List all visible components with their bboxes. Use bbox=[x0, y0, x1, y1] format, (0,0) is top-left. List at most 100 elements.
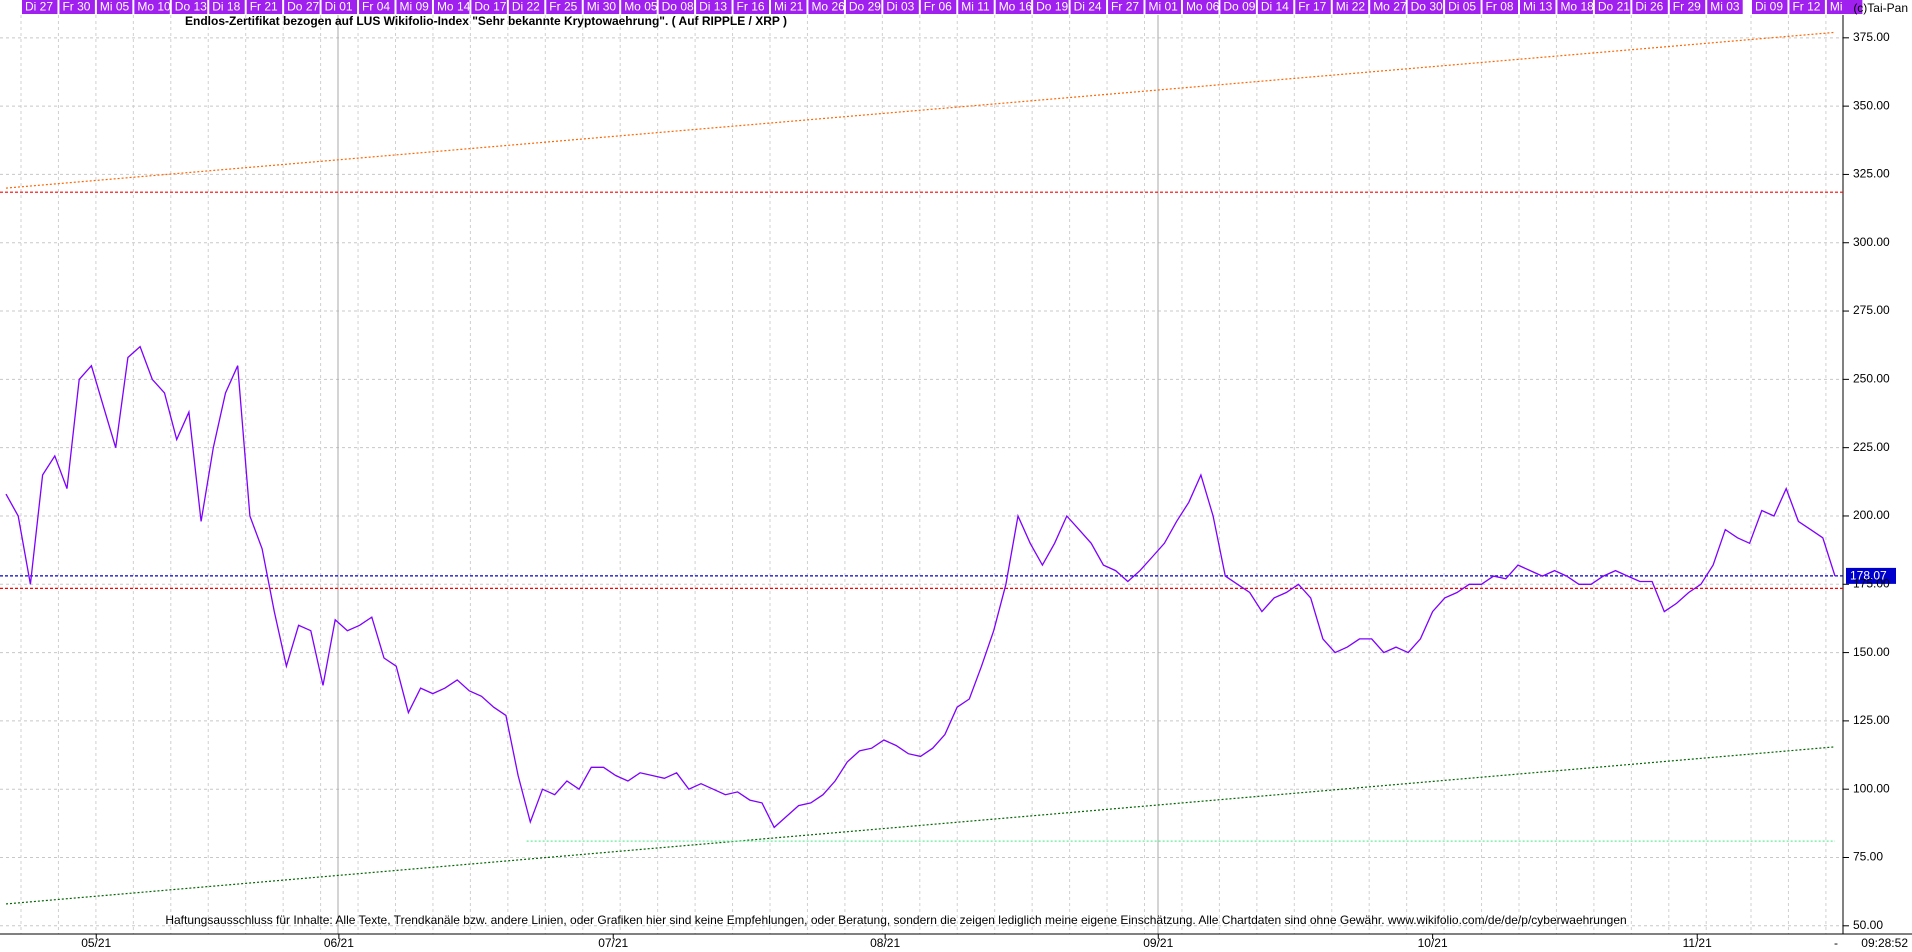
y-tick-label: 325.00 bbox=[1853, 167, 1890, 181]
date-label: Di 14 bbox=[1261, 0, 1289, 14]
date-label: Do 29 bbox=[849, 0, 881, 14]
disclaimer: Haftungsausschluss für Inhalte: Alle Tex… bbox=[165, 913, 1626, 927]
y-tick-label: 150.00 bbox=[1853, 645, 1890, 659]
date-box bbox=[508, 0, 545, 14]
date-label: Fr 21 bbox=[250, 0, 278, 14]
date-box bbox=[246, 0, 283, 14]
date-label: Di 22 bbox=[512, 0, 540, 14]
date-box bbox=[433, 0, 470, 14]
date-label: Di 27 bbox=[25, 0, 53, 14]
x-tick-label: 08/21 bbox=[870, 936, 900, 950]
date-box bbox=[1332, 0, 1369, 14]
price-line bbox=[5, 345, 1836, 829]
date-label: Fr 27 bbox=[1111, 0, 1139, 14]
trendline bbox=[5, 746, 1836, 905]
date-label: Mi bbox=[1830, 0, 1843, 14]
date-box bbox=[321, 0, 358, 14]
date-label: Fr 29 bbox=[1673, 0, 1701, 14]
date-box bbox=[1108, 0, 1144, 14]
date-box bbox=[1752, 0, 1788, 14]
date-label: Mi 03 bbox=[1710, 0, 1740, 14]
date-label: Di 05 bbox=[1448, 0, 1476, 14]
date-box bbox=[1669, 0, 1706, 14]
y-tick-label: 300.00 bbox=[1853, 235, 1890, 249]
x-tick-label: 09/21 bbox=[1143, 936, 1173, 950]
x-tick-label: 07/21 bbox=[598, 936, 628, 950]
date-label: Fr 08 bbox=[1486, 0, 1514, 14]
date-box bbox=[96, 0, 133, 14]
date-label: Fr 17 bbox=[1298, 0, 1326, 14]
trendline bbox=[5, 31, 1836, 189]
date-label: Fr 25 bbox=[549, 0, 577, 14]
date-label: Di 09 bbox=[1755, 0, 1783, 14]
date-box bbox=[1445, 0, 1481, 14]
date-box bbox=[1295, 0, 1331, 14]
date-label: Mi 09 bbox=[400, 0, 430, 14]
date-label: Mo 26 bbox=[811, 0, 845, 14]
date-box bbox=[845, 0, 882, 14]
grid bbox=[0, 15, 1849, 939]
date-box bbox=[621, 0, 657, 14]
date-label: Mo 05 bbox=[624, 0, 658, 14]
date-label: Do 19 bbox=[1036, 0, 1068, 14]
date-box bbox=[359, 0, 395, 14]
copyright: (c)Tai-Pan bbox=[1853, 1, 1908, 15]
date-box bbox=[171, 0, 208, 14]
date-label: Mo 06 bbox=[1186, 0, 1220, 14]
date-label: Fr 06 bbox=[924, 0, 952, 14]
value-box bbox=[1846, 567, 1896, 584]
y-tick-label: 275.00 bbox=[1853, 303, 1890, 317]
date-box bbox=[1482, 0, 1518, 14]
date-label: Do 08 bbox=[662, 0, 694, 14]
date-box bbox=[1632, 0, 1668, 14]
date-label: Mo 10 bbox=[137, 0, 171, 14]
y-tick-label: 225.00 bbox=[1853, 440, 1890, 454]
date-box bbox=[733, 0, 769, 14]
date-label: Do 27 bbox=[287, 0, 319, 14]
date-box bbox=[1145, 0, 1181, 14]
date-label: Di 26 bbox=[1635, 0, 1663, 14]
date-box bbox=[658, 0, 695, 14]
x-tick-label: 05/21 bbox=[81, 936, 111, 950]
date-label: Mi 22 bbox=[1336, 0, 1366, 14]
x-tick-label: 11/21 bbox=[1683, 936, 1712, 950]
date-label: Fr 12 bbox=[1792, 0, 1820, 14]
chart-title: Endlos-Zertifikat bezogen auf LUS Wikifo… bbox=[185, 14, 787, 28]
date-label: Mo 16 bbox=[999, 0, 1033, 14]
date-box bbox=[1220, 0, 1256, 14]
date-box bbox=[546, 0, 582, 14]
date-box bbox=[396, 0, 432, 14]
date-box bbox=[920, 0, 957, 14]
date-label: Fr 30 bbox=[62, 0, 90, 14]
date-label: Mo 27 bbox=[1373, 0, 1407, 14]
date-label: Mi 01 bbox=[1149, 0, 1179, 14]
date-label: Mi 13 bbox=[1523, 0, 1553, 14]
date-label: Di 18 bbox=[212, 0, 240, 14]
y-tick-label: 175.00 bbox=[1853, 576, 1890, 590]
value-label: 178.07 bbox=[1850, 569, 1887, 583]
date-box bbox=[995, 0, 1032, 14]
date-box bbox=[284, 0, 320, 14]
date-box bbox=[696, 0, 732, 14]
date-label: Do 30 bbox=[1411, 0, 1443, 14]
time: 09:28:52 bbox=[1861, 936, 1908, 950]
date-box bbox=[134, 0, 170, 14]
date-label: Di 03 bbox=[886, 0, 914, 14]
date-box bbox=[1826, 0, 1863, 14]
date-box bbox=[1789, 0, 1825, 14]
date-box bbox=[471, 0, 507, 14]
date-label: Di 24 bbox=[1074, 0, 1102, 14]
marks: 178.07 bbox=[0, 31, 1896, 905]
date-box bbox=[209, 0, 245, 14]
date-label: Mi 30 bbox=[587, 0, 617, 14]
date-label: Do 13 bbox=[175, 0, 207, 14]
date-label: Fr 16 bbox=[737, 0, 765, 14]
date-box bbox=[1594, 0, 1631, 14]
date-label: Mo 18 bbox=[1560, 0, 1594, 14]
date-box bbox=[1182, 0, 1219, 14]
date-label: Fr 04 bbox=[362, 0, 390, 14]
y-tick-label: 50.00 bbox=[1853, 918, 1883, 932]
date-box bbox=[1370, 0, 1406, 14]
